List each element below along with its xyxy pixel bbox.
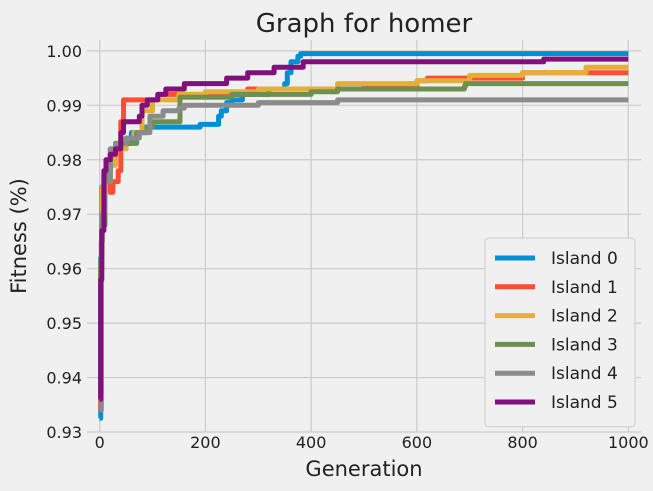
x-tick-label: 400 (296, 433, 327, 452)
legend-label: Island 2 (551, 307, 618, 327)
x-tick-label: 600 (402, 433, 433, 452)
y-axis-label: Fitness (%) (7, 178, 31, 294)
series-layer (98, 51, 629, 421)
y-tick-label: 0.94 (46, 369, 82, 388)
legend-label: Island 0 (551, 249, 618, 269)
legend-label: Island 3 (551, 335, 618, 355)
y-tick-label: 0.97 (46, 205, 82, 224)
legend-label: Island 5 (551, 393, 618, 413)
x-tick-label: 800 (507, 433, 538, 452)
x-tick-label: 200 (190, 433, 221, 452)
series-line-island-5 (98, 56, 629, 402)
y-tick-label: 0.95 (46, 314, 82, 333)
y-tick-label: 0.96 (46, 260, 82, 279)
y-tick-label: 0.99 (46, 96, 82, 115)
x-tick-label: 1000 (608, 433, 649, 452)
y-tick-label: 1.00 (46, 42, 82, 61)
y-tick-label: 0.98 (46, 151, 82, 170)
x-axis-label: Generation (305, 457, 422, 481)
legend-label: Island 4 (551, 364, 618, 384)
legend: Island 0 Island 1 Island 2 Island 3 Island 4… (484, 237, 636, 428)
legend-label: Island 1 (551, 278, 618, 298)
y-tick-label: 0.93 (46, 423, 82, 442)
y-axis-ticks: 0.93 0.94 0.95 0.96 0.97 0.98 0.99 1.00 (46, 42, 82, 442)
chart-title: Graph for homer (256, 9, 473, 39)
x-tick-label: 0 (95, 433, 105, 452)
x-axis-ticks: 0 200 400 600 800 1000 (95, 433, 649, 452)
